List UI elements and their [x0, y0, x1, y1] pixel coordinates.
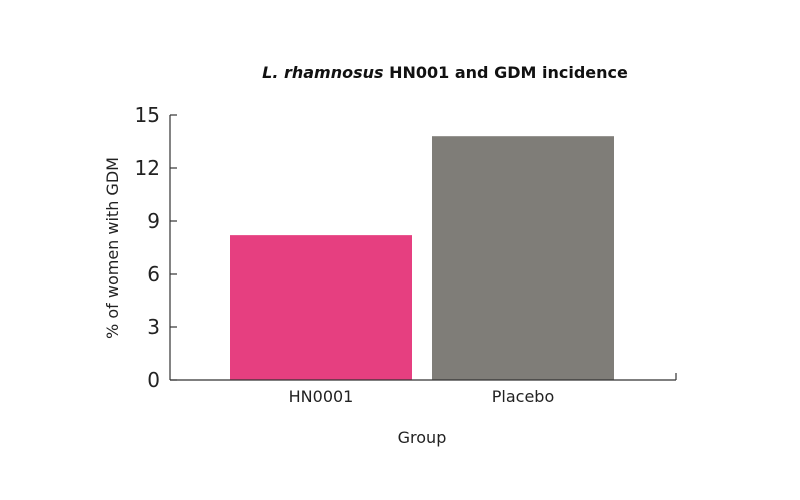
chart-title-rest: HN001 and GDM incidence	[384, 63, 628, 82]
x-tick-label-hn0001: HN0001	[289, 387, 354, 406]
y-tick-label-0: 0	[147, 368, 160, 392]
x-tick-label-placebo: Placebo	[492, 387, 554, 406]
y-tick-label-15: 15	[135, 103, 160, 127]
bar-placebo	[432, 136, 614, 380]
y-tick-label-6: 6	[147, 262, 160, 286]
y-axis-title: % of women with GDM	[103, 157, 122, 339]
bar-hn0001	[230, 235, 412, 380]
x-axis-title: Group	[398, 428, 447, 447]
chart-title-italic: L. rhamnosus	[262, 63, 383, 82]
y-tick-label-12: 12	[135, 156, 160, 180]
y-tick-label-9: 9	[147, 209, 160, 233]
x-axis: HN0001 Placebo	[170, 373, 677, 406]
bars-layer	[230, 136, 614, 380]
y-axis: 0 3 6 9 12 15	[135, 103, 177, 392]
y-tick-label-3: 3	[147, 315, 160, 339]
chart-title: L. rhamnosus HN001 and GDM incidence	[262, 63, 628, 82]
